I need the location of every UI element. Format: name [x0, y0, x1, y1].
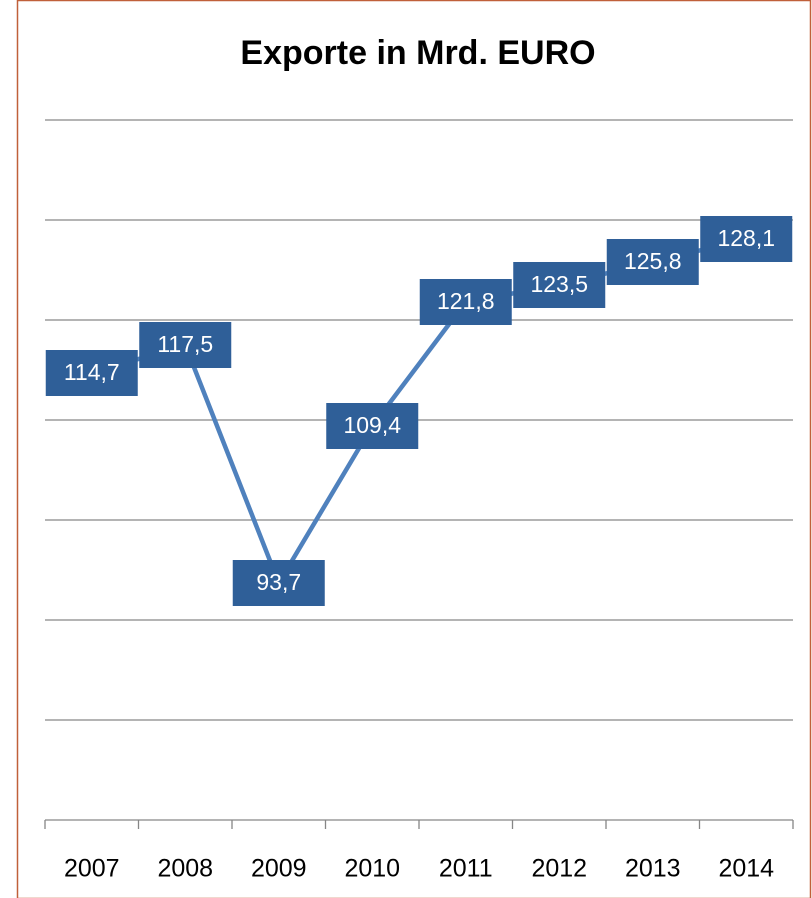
x-tick-label: 2008: [157, 855, 213, 883]
x-tick-label: 2011: [439, 855, 493, 883]
data-label-box: [700, 216, 793, 262]
x-tick-label: 2012: [531, 855, 587, 883]
data-label: 128,1: [717, 225, 775, 251]
data-label: 121,8: [437, 288, 495, 314]
data-label-box: [513, 262, 606, 308]
data-label-box: [326, 403, 419, 449]
x-tick-label: 2007: [64, 855, 120, 883]
data-label-box: [232, 560, 325, 606]
x-tick-label: 2014: [718, 855, 774, 883]
frame: [16, 0, 812, 898]
line: [91, 236, 747, 586]
data-label: 109,4: [343, 412, 401, 438]
data-label-box: [606, 239, 699, 285]
x-tick-label: 2010: [344, 855, 400, 883]
data-label-box: [45, 350, 138, 396]
chart-title: Exporte in Mrd. EURO: [240, 34, 595, 72]
data-label: 123,5: [530, 271, 588, 297]
data-label: 125,8: [624, 248, 682, 274]
data-label: 117,5: [157, 331, 213, 357]
x-tick-label: 2009: [251, 855, 307, 883]
data-label-box: [419, 279, 512, 325]
data-label: 93,7: [256, 569, 301, 595]
x-tick-label: 2013: [625, 855, 681, 883]
data-label-box: [139, 322, 232, 368]
data-label: 114,7: [64, 359, 120, 385]
